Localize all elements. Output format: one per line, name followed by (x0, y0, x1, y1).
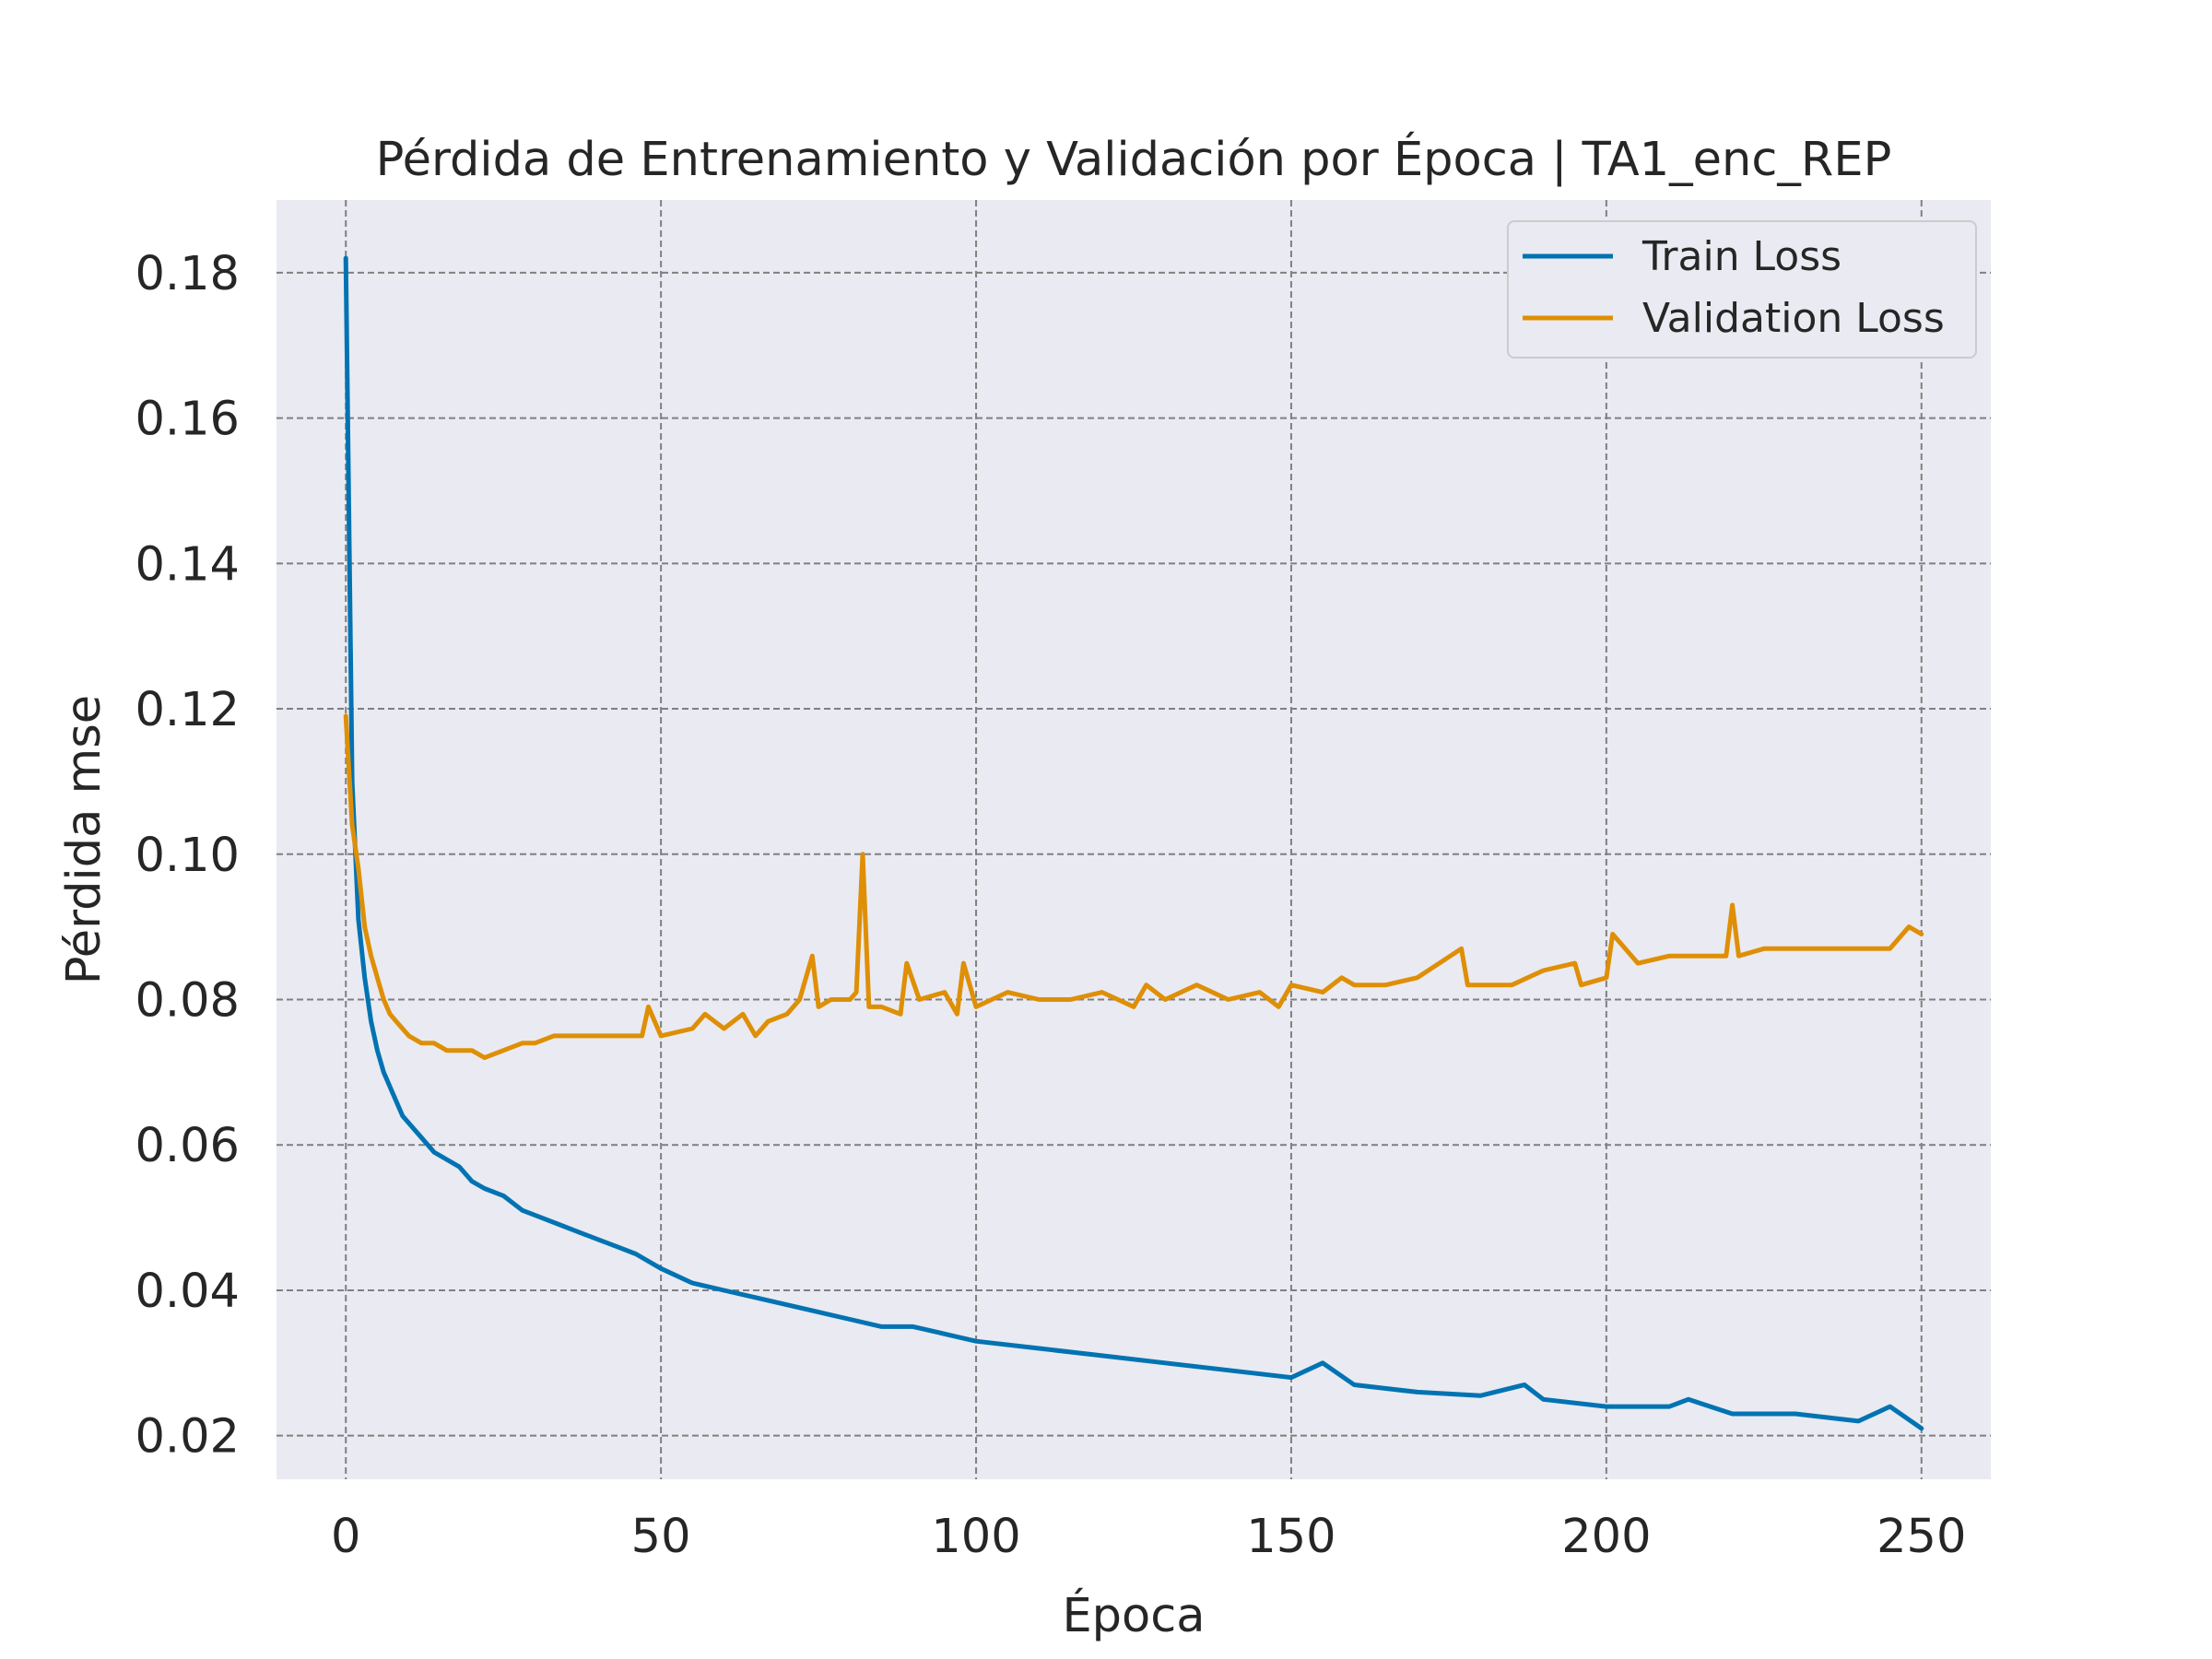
y-tick-label: 0.08 (135, 974, 240, 1029)
y-tick-labels: 0.02 0.04 0.06 0.08 0.10 0.12 0.14 0.16 0.18 (135, 247, 240, 1465)
chart-title: Pérdida de Entrenamiento y Validación po… (376, 131, 1892, 187)
x-tick-label: 100 (931, 1510, 1020, 1564)
y-tick-label: 0.18 (135, 247, 240, 301)
y-tick-label: 0.10 (135, 829, 240, 883)
legend-label-validation: Validation Loss (1642, 295, 1945, 342)
x-tick-labels: 0 50 100 150 200 250 (331, 1510, 1966, 1564)
x-tick-label: 250 (1877, 1510, 1966, 1564)
x-tick-label: 50 (631, 1510, 691, 1564)
validation-loss-line (343, 713, 1924, 1061)
train-loss-line (343, 255, 1924, 1431)
legend: Train Loss Validation Loss (1507, 220, 1977, 359)
y-tick-label: 0.12 (135, 683, 240, 737)
y-tick-label: 0.02 (135, 1410, 240, 1465)
x-tick-label: 200 (1561, 1510, 1651, 1564)
plot-background (276, 200, 1991, 1479)
y-tick-label: 0.16 (135, 393, 240, 447)
y-tick-label: 0.14 (135, 537, 240, 592)
grid-lines (276, 200, 1991, 1479)
y-tick-label: 0.04 (135, 1265, 240, 1319)
series-lines (343, 255, 1924, 1431)
y-tick-label: 0.06 (135, 1119, 240, 1173)
x-axis-label: Época (1062, 1587, 1205, 1643)
legend-box (1507, 220, 1977, 359)
x-tick-label: 0 (331, 1510, 360, 1564)
y-axis-label: Pérdida mse (57, 695, 112, 984)
x-tick-label: 150 (1246, 1510, 1335, 1564)
legend-label-train: Train Loss (1641, 233, 1841, 280)
